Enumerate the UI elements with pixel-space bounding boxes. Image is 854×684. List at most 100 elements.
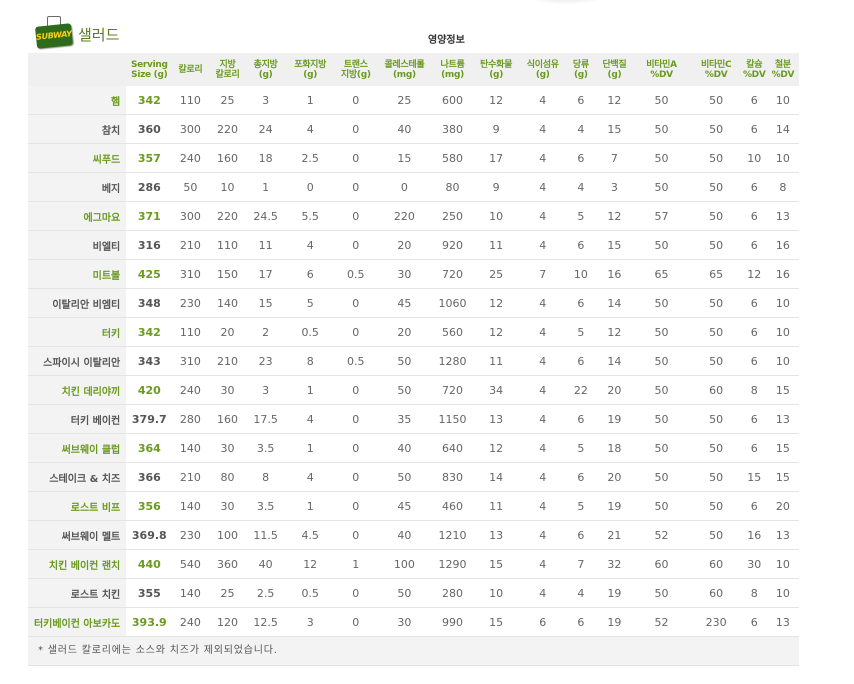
table-cell: 1150 — [432, 404, 473, 434]
table-cell: 13 — [472, 404, 521, 434]
table-cell: 100 — [375, 549, 433, 579]
table-cell: 11.5 — [246, 520, 285, 550]
table-cell: 16 — [766, 230, 799, 260]
table-cell: 3 — [596, 172, 633, 202]
table-cell: 20 — [766, 491, 799, 521]
table-cell: 240 — [172, 607, 209, 637]
table-cell: 50 — [690, 230, 742, 260]
table-cell: 20 — [375, 230, 433, 260]
table-cell: 1 — [284, 375, 336, 405]
table-cell: 50 — [690, 143, 742, 173]
serving-size-cell: 286 — [126, 172, 173, 202]
table-cell: 210 — [172, 230, 209, 260]
column-header-line: 지방(g) — [340, 69, 371, 80]
table-cell: 0.5 — [284, 317, 336, 347]
table-cell: 50 — [690, 114, 742, 144]
table-row: 이탈리안 비엠티 348 230 140 15 5 0 45 1060 12 4 6 14 50 50 6 10 — [28, 288, 799, 318]
table-cell: 13 — [472, 520, 521, 550]
serving-size-cell: 364 — [126, 433, 173, 463]
table-cell: 4 — [520, 404, 566, 434]
table-cell: 0 — [335, 607, 376, 637]
table-row: 비엘티 316 210 110 11 4 0 20 920 11 4 6 15 50 50 6 16 — [28, 230, 799, 260]
table-cell: 600 — [432, 86, 473, 115]
table-cell: 310 — [172, 259, 209, 289]
table-cell: 12 — [596, 317, 633, 347]
column-header-line: 철분 — [774, 59, 791, 70]
table-cell: 25 — [472, 259, 521, 289]
table-cell: 12 — [472, 317, 521, 347]
table-cell: 0 — [335, 114, 376, 144]
table-cell: 3.5 — [246, 491, 285, 521]
table-row: 로스트 비프 356 140 30 3.5 1 0 45 460 11 4 5 19 50 50 6 20 — [28, 491, 799, 521]
table-cell: 12 — [472, 86, 521, 115]
table-cell: 25 — [208, 86, 247, 115]
table-cell: 9 — [472, 172, 521, 202]
table-cell: 50 — [690, 346, 742, 376]
table-cell: 50 — [632, 375, 691, 405]
table-cell: 80 — [432, 172, 473, 202]
table-cell: 60 — [690, 578, 742, 608]
column-header-line: Serving — [130, 59, 168, 70]
table-cell: 100 — [208, 520, 247, 550]
table-cell: 1290 — [432, 549, 473, 579]
table-cell: 14 — [766, 114, 799, 144]
column-header: 당류 (g) — [565, 53, 597, 86]
table-cell: 3 — [246, 86, 285, 115]
table-cell: 0.5 — [284, 578, 336, 608]
table-cell: 12 — [472, 433, 521, 463]
table-cell: 0 — [335, 317, 376, 347]
table-cell: 52 — [632, 520, 691, 550]
table-cell: 160 — [208, 404, 247, 434]
table-cell: 12 — [284, 549, 336, 579]
table-cell: 10 — [766, 143, 799, 173]
serving-size-cell: 393.9 — [126, 607, 173, 637]
table-cell: 4 — [520, 201, 566, 231]
table-row: 치킨 데리야끼 420 240 30 3 1 0 50 720 34 4 22 20 50 60 8 15 — [28, 375, 799, 405]
table-cell: 280 — [172, 404, 209, 434]
column-header-line: 칼로리 — [215, 69, 240, 80]
table-cell: 5 — [284, 288, 336, 318]
table-cell: 50 — [632, 404, 691, 434]
table-cell: 6 — [741, 404, 767, 434]
column-header: 나트륨 (mg) — [432, 53, 473, 86]
table-row: 참치 360 300 220 24 4 0 40 380 9 4 4 15 50 50 6 14 — [28, 114, 799, 144]
table-cell: 4 — [520, 288, 566, 318]
table-cell: 240 — [172, 375, 209, 405]
table-cell: 50 — [690, 433, 742, 463]
table-header-row: Serving Size (g) 칼로리 지방 칼로리 총지방 (g) 포화지방 (g) 트랜스 지… — [28, 53, 799, 86]
table-cell: 9 — [472, 114, 521, 144]
table-cell: 6 — [741, 607, 767, 637]
table-cell: 380 — [432, 114, 473, 144]
table-cell: 4 — [520, 172, 566, 202]
table-cell: 6 — [565, 230, 597, 260]
table-cell: 19 — [596, 491, 633, 521]
table-cell: 1 — [246, 172, 285, 202]
menu-name-cell: 이탈리안 비엠티 — [28, 288, 127, 318]
table-cell: 10 — [472, 201, 521, 231]
table-cell: 720 — [432, 375, 473, 405]
table-cell: 6 — [741, 230, 767, 260]
table-cell: 18 — [596, 433, 633, 463]
table-cell: 30 — [375, 259, 433, 289]
serving-size-cell: 348 — [126, 288, 173, 318]
column-header: 콜레스테롤 (mg) — [375, 53, 433, 86]
section-header: SUBWAY 샐러드 영양정보 — [28, 14, 799, 54]
column-header-line: %DV — [771, 69, 795, 80]
table-cell: 16 — [596, 259, 633, 289]
column-header-line: Size (g) — [131, 69, 168, 80]
table-cell: 17 — [472, 143, 521, 173]
table-cell: 50 — [632, 230, 691, 260]
table-cell: 30 — [208, 433, 247, 463]
table-cell: 640 — [432, 433, 473, 463]
table-cell: 0 — [335, 462, 376, 492]
table-row: 로스트 치킨 355 140 25 2.5 0.5 0 50 280 10 4 4 19 50 60 8 10 — [28, 578, 799, 608]
column-header-line: %DV — [650, 69, 673, 80]
table-cell: 8 — [741, 578, 767, 608]
table-cell: 160 — [208, 143, 247, 173]
table-cell: 4 — [520, 86, 566, 115]
table-cell: 14 — [596, 346, 633, 376]
table-cell: 4 — [520, 433, 566, 463]
table-cell: 30 — [375, 607, 433, 637]
table-cell: 11 — [472, 491, 521, 521]
table-cell: 6 — [565, 607, 597, 637]
